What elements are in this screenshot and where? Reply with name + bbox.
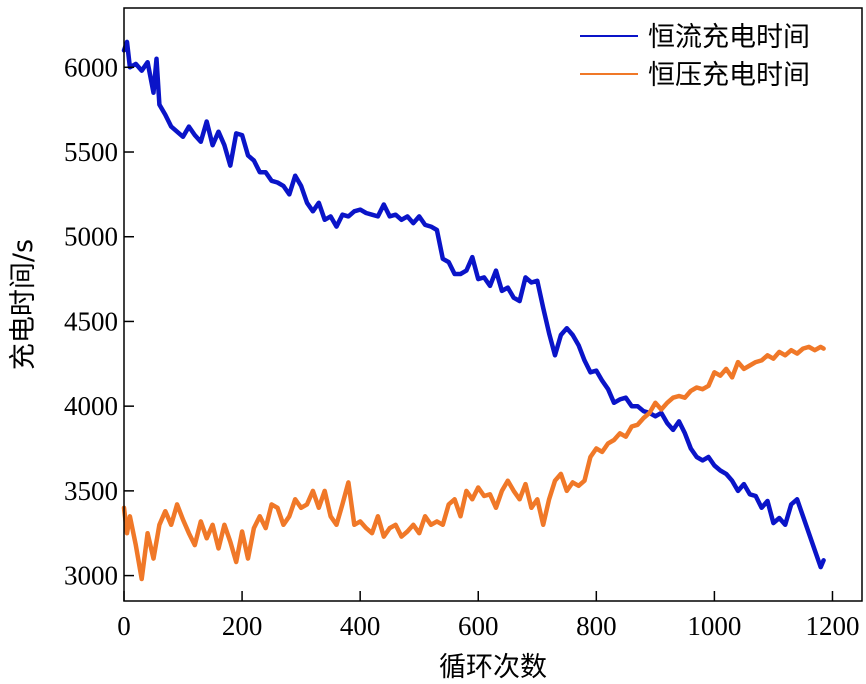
x-tick-label: 800 — [576, 611, 617, 641]
y-axis: 3000 3500 4000 4500 5000 5500 6000 — [64, 52, 134, 591]
x-tick-label: 600 — [458, 611, 499, 641]
legend-label-1: 恒流充电时间 — [648, 22, 810, 53]
y-tick-label: 5500 — [64, 137, 118, 167]
series-line-2 — [121, 344, 826, 582]
y-tick-label: 6000 — [64, 52, 118, 82]
y-tick-label: 4500 — [64, 306, 118, 336]
y-axis-label: 充电时间/s — [8, 239, 39, 370]
x-tick-label: 1200 — [805, 611, 859, 641]
x-tick-label: 400 — [340, 611, 381, 641]
y-tick-label: 3000 — [64, 561, 118, 591]
legend-label-2: 恒压充电时间 — [648, 60, 810, 91]
plot-frame — [123, 7, 863, 602]
y-tick-label: 4000 — [64, 391, 118, 421]
y-tick-label: 3500 — [64, 476, 118, 506]
x-axis: 0 200 400 600 800 1000 1200 — [117, 591, 859, 641]
plot-lines — [121, 39, 826, 582]
x-tick-label: 0 — [117, 611, 131, 641]
y-tick-label: 5000 — [64, 222, 118, 252]
x-axis-label: 循环次数 — [439, 652, 547, 683]
x-tick-label: 1000 — [687, 611, 741, 641]
x-tick-label: 200 — [222, 611, 263, 641]
series-line-1 — [121, 39, 826, 570]
